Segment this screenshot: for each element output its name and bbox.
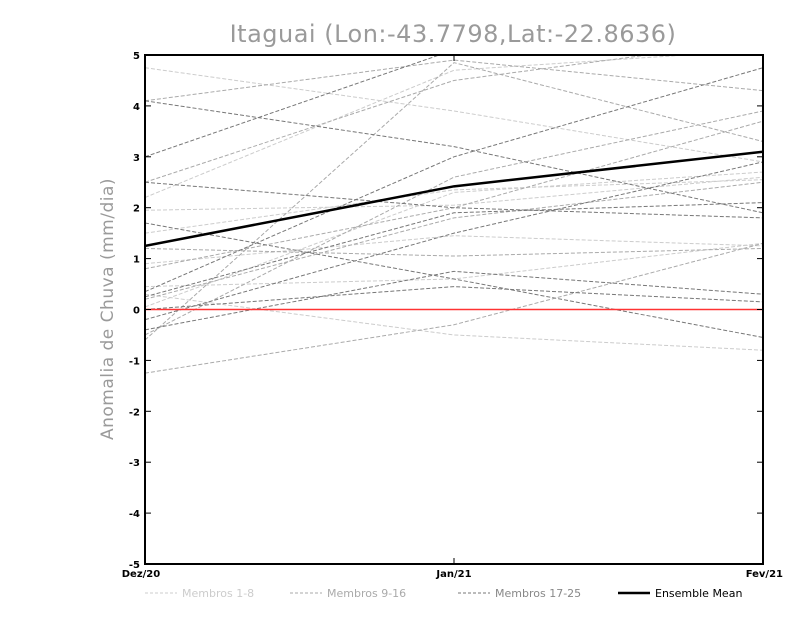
y-tick-label: -2	[129, 407, 140, 418]
y-tick-label: 1	[133, 255, 140, 266]
y-tick-label: 0	[133, 306, 140, 317]
y-tick-label: -3	[129, 458, 140, 469]
legend-label: Ensemble Mean	[655, 587, 742, 600]
y-tick-label: 3	[133, 153, 140, 164]
y-tick-label: -4	[129, 509, 140, 520]
legend: Membros 1-8 Membros 9-16 Membros 17-25 Ense…	[145, 587, 742, 600]
member-line-6	[145, 242, 763, 288]
member-line-9	[145, 62, 763, 341]
member-line-4	[145, 293, 763, 351]
x-tick-label: Jan/21	[435, 569, 471, 580]
member-line-1	[145, 67, 763, 163]
y-tick-label: 4	[133, 102, 140, 113]
member-line-5	[145, 179, 763, 234]
x-axis-ticks: Dez/20 Jan/21 Fev/21	[122, 55, 783, 580]
legend-label: Membros 9-16	[327, 587, 406, 600]
member-line-3	[145, 235, 763, 265]
x-tick-label: Dez/20	[122, 569, 161, 580]
legend-label: Membros 17-25	[495, 587, 581, 600]
ensemble-mean-line	[145, 150, 763, 248]
member-line-15	[145, 247, 763, 257]
member-line-7	[145, 176, 763, 211]
member-line-25	[145, 286, 763, 310]
member-line-14	[145, 181, 763, 300]
member-line-2	[145, 55, 694, 198]
member-line-18	[145, 55, 763, 158]
x-tick-label: Fev/21	[746, 569, 783, 580]
y-tick-label: 2	[133, 204, 140, 215]
member-line-16	[145, 110, 763, 336]
chart-title: Itaguai (Lon:-43.7798,Lat:-22.8636)	[230, 20, 677, 48]
member-line-12	[145, 120, 763, 270]
ensemble-mean-group	[145, 150, 763, 248]
member-line-8	[145, 171, 763, 308]
y-tick-label: -5	[129, 560, 140, 571]
plot-lines	[145, 55, 763, 374]
member-line-23	[145, 202, 763, 298]
member-line-20	[145, 222, 763, 338]
member-line-10	[145, 59, 763, 102]
y-tick-label: 5	[133, 51, 140, 62]
y-axis-ticks: -5 -4 -3 -2 -1 0 1 2 3 4 5	[129, 51, 763, 571]
member-line-13	[145, 55, 651, 183]
y-axis-label: Anomalia de Chuva (mm/dia)	[98, 178, 118, 440]
member-line-22	[145, 270, 763, 331]
member-line-19	[145, 181, 763, 219]
member-line-17	[145, 100, 763, 214]
legend-label: Membros 1-8	[182, 587, 254, 600]
member-line-24	[145, 161, 763, 321]
member-line-11	[145, 242, 763, 374]
member-line-21	[145, 67, 763, 293]
y-tick-label: -1	[129, 356, 140, 367]
